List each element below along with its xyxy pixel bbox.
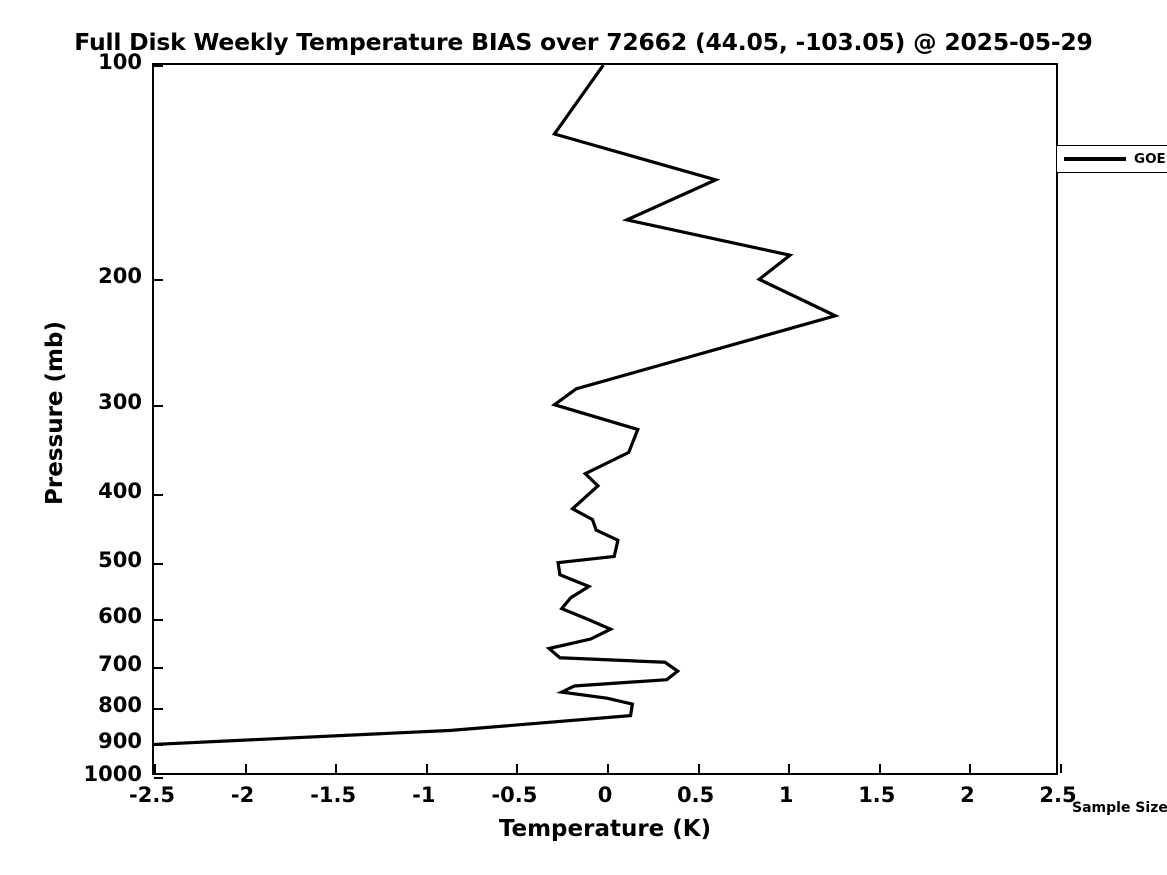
y-tick-mark-400 xyxy=(154,493,163,496)
legend-line-swatch xyxy=(1064,157,1126,161)
y-tick-mark-800 xyxy=(154,708,163,710)
sample-size-annotation: Sample Size = 3 xyxy=(1072,800,1167,816)
x-tick-mark-1.5 xyxy=(878,764,881,773)
y-tick-mark-300 xyxy=(154,404,163,407)
y-tick-mark-500 xyxy=(154,562,163,565)
series-line-goes-19 xyxy=(154,65,840,747)
y-tick-label-1000: 1000 xyxy=(83,762,142,786)
y-tick-label-200: 200 xyxy=(98,264,142,289)
x-tick-label--2: -2 xyxy=(230,783,255,807)
y-tick-label-300: 300 xyxy=(98,389,142,414)
y-tick-mark-1000 xyxy=(154,777,163,779)
x-tick-mark--1.5 xyxy=(335,764,338,773)
x-tick-label--1.5: -1.5 xyxy=(310,783,357,807)
y-axis-title: Pressure (mb) xyxy=(42,321,68,505)
y-tick-label-500: 500 xyxy=(98,547,142,572)
x-tick-label--2.5: -2.5 xyxy=(129,783,175,807)
x-tick-mark-1 xyxy=(788,764,791,773)
x-axis-title: Temperature (K) xyxy=(498,816,712,842)
y-tick-mark-200 xyxy=(154,279,163,282)
y-tick-label-800: 800 xyxy=(98,693,142,717)
x-tick-mark--2 xyxy=(244,764,247,773)
page-title: Full Disk Weekly Temperature BIAS over 7… xyxy=(74,28,1093,56)
x-tick-mark-0.5 xyxy=(697,764,700,773)
x-tick-mark--1 xyxy=(425,764,428,773)
y-tick-mark-700 xyxy=(154,666,163,669)
x-tick-mark-2 xyxy=(969,764,972,773)
y-tick-label-400: 400 xyxy=(98,478,142,503)
x-tick-label--0.5: -0.5 xyxy=(491,783,538,807)
data-line-chart xyxy=(154,65,840,747)
x-tick-label-1: 1 xyxy=(778,783,794,807)
y-tick-label-700: 700 xyxy=(98,651,142,676)
x-tick-label-1.5: 1.5 xyxy=(858,783,896,807)
y-tick-label-100: 100 xyxy=(98,50,142,74)
y-tick-mark-600 xyxy=(154,619,163,622)
x-tick-label-2: 2 xyxy=(960,783,975,807)
x-tick-mark-0 xyxy=(607,764,609,773)
x-tick-label-0: 0 xyxy=(597,783,613,807)
y-tick-label-900: 900 xyxy=(98,729,142,754)
y-tick-label-600: 600 xyxy=(98,604,142,629)
x-tick-mark-2.5 xyxy=(1060,764,1062,773)
x-tick-mark--2.5 xyxy=(154,764,156,773)
x-tick-label--1: -1 xyxy=(412,783,436,807)
x-tick-label-2.5: 2.5 xyxy=(1039,783,1077,807)
x-tick-mark--0.5 xyxy=(516,764,519,773)
y-tick-mark-100 xyxy=(154,65,163,67)
x-tick-label-0.5: 0.5 xyxy=(676,783,715,807)
y-tick-mark-900 xyxy=(154,744,163,747)
